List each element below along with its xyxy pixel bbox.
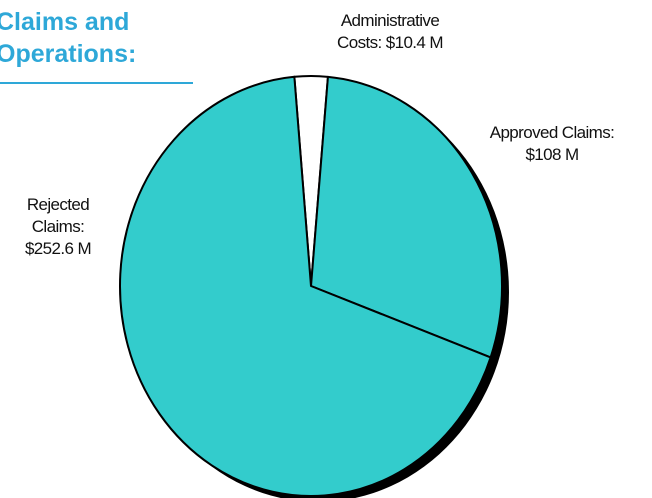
title-underline [0, 82, 193, 84]
chart-title-line-1: Claims and [0, 8, 130, 36]
slice-label-administrative-costs-line-2: Costs: $10.4 M [337, 33, 444, 52]
chart-title: Claims and Operations: [0, 6, 196, 70]
chart-title-line-2: Operations: [0, 40, 137, 68]
slice-label-rejected-claims: Rejected Claims: $252.6 M [0, 194, 123, 260]
pie-slice-approved-claims [310, 75, 503, 359]
pie-slice-rejected-claims [119, 75, 492, 497]
slice-label-rejected-claims-line-1: Rejected [26, 195, 90, 214]
slice-label-approved-claims-line-1: Approved Claims: [489, 123, 615, 142]
slice-label-rejected-claims-line-2: Claims: [31, 217, 85, 236]
slice-label-approved-claims-line-2: $108 M [525, 145, 579, 164]
slice-label-rejected-claims-line-3: $252.6 M [24, 239, 92, 258]
slice-label-administrative-costs-line-1: Administrative [340, 11, 440, 30]
slice-label-approved-claims: Approved Claims: $108 M [462, 122, 642, 166]
slice-label-administrative-costs: Administrative Costs: $10.4 M [300, 10, 480, 54]
